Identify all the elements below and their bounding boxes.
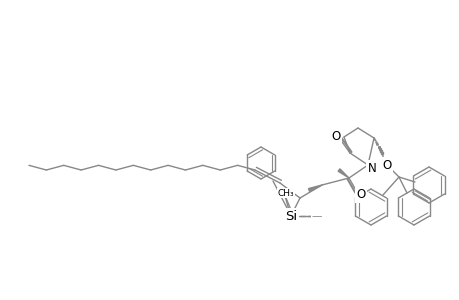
Text: N: N (367, 161, 375, 175)
Text: O: O (330, 130, 340, 142)
Polygon shape (337, 169, 348, 178)
Text: Si: Si (284, 209, 297, 223)
Polygon shape (308, 185, 321, 191)
Text: O: O (381, 158, 391, 172)
Text: O: O (356, 188, 365, 202)
Text: —: — (311, 211, 321, 221)
Text: CH₃: CH₃ (277, 188, 294, 197)
